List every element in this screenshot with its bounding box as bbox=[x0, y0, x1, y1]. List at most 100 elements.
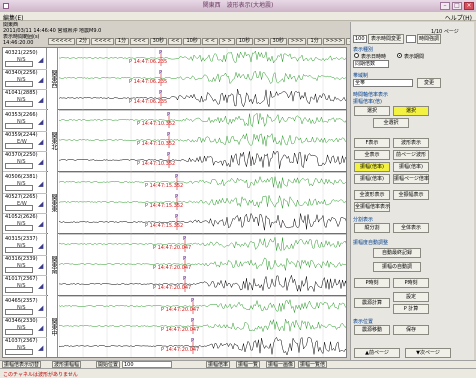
trace-input[interactable] bbox=[5, 267, 33, 273]
save-button[interactable]: 保存 bbox=[393, 325, 429, 335]
wave-amp-width[interactable]: 波形振幅幅 bbox=[52, 361, 82, 368]
trace-arrow-icon[interactable]: ◢ bbox=[38, 220, 44, 228]
time-emphasis-button[interactable]: 時間強調 bbox=[417, 34, 441, 44]
trace-input[interactable] bbox=[5, 287, 33, 293]
trace-label[interactable]: 40527(2265) E/W ◢ bbox=[3, 192, 47, 214]
p-time-button-1[interactable]: P時刻 bbox=[354, 278, 390, 288]
toolbar-button-12[interactable]: 30秒 bbox=[269, 38, 287, 45]
p-time-button-2[interactable]: P時刻 bbox=[393, 278, 429, 288]
trace-arrow-icon[interactable]: ◢ bbox=[38, 324, 44, 332]
trace-arrow-icon[interactable]: ◢ bbox=[38, 158, 44, 166]
trace-input[interactable] bbox=[5, 329, 33, 335]
page-input[interactable]: 100 bbox=[353, 35, 367, 43]
all-amp-display-button[interactable]: 全振幅表示 bbox=[393, 190, 429, 200]
f-display-button[interactable]: F表示 bbox=[354, 138, 390, 148]
trace-input[interactable] bbox=[5, 349, 33, 355]
whole-display-button[interactable]: 全体表示 bbox=[393, 223, 429, 233]
amp-list-ratio-button[interactable]: 振幅一覧倍 bbox=[298, 361, 328, 368]
toolbar-button-1[interactable]: 2分 bbox=[75, 38, 91, 45]
trace-input[interactable] bbox=[5, 309, 33, 315]
trace-arrow-icon[interactable]: ◢ bbox=[38, 76, 44, 84]
trace-arrow-icon[interactable]: ◢ bbox=[38, 180, 44, 188]
start-position-input[interactable]: 100 bbox=[122, 361, 172, 368]
trace-arrow-icon[interactable]: ◢ bbox=[38, 304, 44, 312]
vertical-split-button[interactable]: 縦分割 bbox=[354, 223, 390, 233]
trace-input[interactable] bbox=[5, 225, 33, 231]
trace-arrow-icon[interactable]: ◢ bbox=[38, 262, 44, 270]
amp-ratio-button-1[interactable]: 振幅(倍率) bbox=[354, 162, 390, 172]
trace-arrow-icon[interactable]: ◢ bbox=[38, 242, 44, 250]
all-wave-display-button[interactable]: 全波形表示 bbox=[354, 190, 390, 200]
amp-image-button[interactable]: 振幅一画像 bbox=[266, 361, 296, 368]
p-calc-button[interactable]: P 計算 bbox=[393, 304, 429, 314]
prev-page-wave-button[interactable]: 前ページ波形 bbox=[393, 150, 429, 160]
trace-input[interactable] bbox=[5, 81, 33, 87]
trace-label[interactable]: 40321(2250) N/S ◢ bbox=[3, 48, 47, 70]
prev-page-button[interactable]: ▲前ページ bbox=[354, 348, 400, 358]
trace-input[interactable] bbox=[5, 123, 33, 129]
reset-button[interactable]: 選択 bbox=[354, 106, 390, 116]
trace-label[interactable]: 40316(2339) N/S ◢ bbox=[3, 254, 47, 276]
settings-button[interactable]: 設定 bbox=[393, 292, 429, 302]
amp-list-button[interactable]: 振幅一覧 bbox=[236, 361, 261, 368]
trace-label[interactable]: 40359(2244) E/W ◢ bbox=[3, 130, 47, 152]
menu-help[interactable]: ヘルプ(H) bbox=[444, 15, 472, 22]
trace-label[interactable]: 41037(2367) N/S ◢ bbox=[3, 336, 47, 357]
trace-label[interactable]: 40340(2256) N/S ◢ bbox=[3, 68, 47, 90]
toolbar-button-0[interactable]: <<<<< bbox=[48, 38, 75, 45]
toolbar-button-5[interactable]: 30秒 bbox=[149, 38, 168, 45]
trace-label[interactable]: 40353(2266) N/S ◢ bbox=[3, 110, 47, 132]
radio-display-time[interactable] bbox=[354, 53, 359, 58]
page-input-2[interactable] bbox=[406, 35, 416, 43]
trace-label[interactable]: 40346(2330) N/S ◢ bbox=[3, 316, 47, 338]
hypocenter-move-button[interactable]: 震源移動 bbox=[354, 325, 390, 335]
filter-change-button[interactable]: 変更 bbox=[417, 78, 441, 88]
toolbar-button-8[interactable]: < < bbox=[201, 38, 218, 45]
amp-ratio-bottom[interactable]: 振幅倍率 bbox=[206, 361, 231, 368]
trace-input[interactable] bbox=[5, 143, 33, 149]
page-time-button[interactable]: 表示時間変更 bbox=[368, 34, 404, 44]
trace-label[interactable]: 40370(2250) N/S ◢ bbox=[3, 150, 47, 172]
filter-input[interactable]: 全帯 bbox=[353, 79, 413, 87]
toolbar-button-15[interactable]: >>>> bbox=[322, 38, 346, 45]
trace-input[interactable] bbox=[5, 163, 33, 169]
toolbar-button-10[interactable]: 10秒 bbox=[235, 38, 254, 45]
trace-label[interactable]: 41017(2367) N/S ◢ bbox=[3, 274, 47, 296]
hypocenter-calc-button[interactable]: 震源計算 bbox=[354, 298, 390, 308]
trace-input[interactable] bbox=[5, 247, 33, 253]
next-page-button[interactable]: ▼次ページ bbox=[405, 348, 451, 358]
trace-arrow-icon[interactable]: ◢ bbox=[38, 118, 44, 126]
auto-amp-adjust-button[interactable]: 振幅の自動調 bbox=[373, 262, 421, 272]
trace-arrow-icon[interactable]: ◢ bbox=[38, 282, 44, 290]
amp-ratio-button-2[interactable]: 振幅(倍率) bbox=[393, 162, 429, 172]
toolbar-button-6[interactable]: << bbox=[168, 38, 183, 45]
toolbar-button-11[interactable]: >> bbox=[254, 38, 269, 45]
select-all-button[interactable]: 全選択 bbox=[373, 118, 409, 128]
maximize-icon[interactable]: □ bbox=[452, 2, 462, 10]
trace-arrow-icon[interactable]: ◢ bbox=[38, 344, 44, 352]
trace-label[interactable]: 40465(2357) N/S ◢ bbox=[3, 296, 47, 318]
trace-arrow-icon[interactable]: ◢ bbox=[38, 200, 44, 208]
trace-input[interactable] bbox=[5, 185, 33, 191]
all-display-button[interactable]: 全表示 bbox=[354, 150, 390, 160]
toolbar-button-3[interactable]: 1分 bbox=[114, 38, 130, 45]
toolbar-button-2[interactable]: <<<< bbox=[91, 38, 114, 45]
amp-ratio-button-3[interactable]: 振幅(倍率) bbox=[354, 174, 390, 184]
toolbar-button-9[interactable]: > > bbox=[218, 38, 235, 45]
trace-label[interactable]: 41052(2626) N/S ◢ bbox=[3, 212, 47, 234]
all-amp-ratio-button[interactable]: 全振幅倍率表示 bbox=[354, 202, 391, 212]
sync-multiplier-input[interactable]: 同期倍数 bbox=[353, 60, 389, 68]
trace-arrow-icon[interactable]: ◢ bbox=[38, 56, 44, 64]
add-button[interactable]: 選択 bbox=[393, 106, 429, 116]
trace-input[interactable] bbox=[5, 205, 33, 211]
toolbar-button-4[interactable]: <<< bbox=[130, 38, 149, 45]
toolbar-button-14[interactable]: 1分 bbox=[307, 38, 322, 45]
toolbar-button-7[interactable]: 10秒 bbox=[183, 38, 201, 45]
trace-input[interactable] bbox=[5, 101, 33, 107]
wave-display-button[interactable]: 波形表示 bbox=[393, 138, 429, 148]
menu-edit[interactable]: 編集(E) bbox=[3, 15, 24, 22]
radio-display-range[interactable] bbox=[397, 53, 402, 58]
trace-label[interactable]: 41041(2885) N/S ◢ bbox=[3, 88, 47, 110]
auto-final-record-button[interactable]: 自動最終記録 bbox=[373, 248, 421, 258]
amp-display-toggle[interactable]: 振幅倍表示切替 bbox=[2, 361, 42, 368]
